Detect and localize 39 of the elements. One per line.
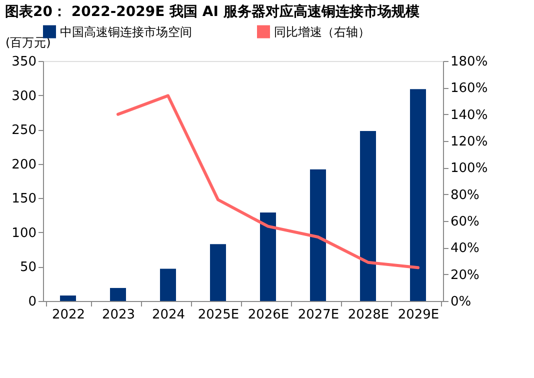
bar [310, 169, 326, 301]
x-tick-label: 2024 [152, 308, 186, 322]
y-axis-title: (百万元) [6, 36, 51, 50]
y2-tick-label: 80% [450, 188, 480, 203]
chart-title: 图表20： 2022-2029E 我国 AI 服务器对应高速铜连接市场规模 [5, 3, 420, 20]
y2-tick-label: 160% [450, 81, 488, 96]
y2-tick-label: 140% [450, 108, 488, 123]
legend-label: 同比增速（右轴） [274, 24, 370, 39]
x-tick-label: 2025E [198, 308, 240, 322]
y2-tick-label: 100% [450, 161, 488, 176]
bar [410, 89, 426, 301]
y-tick-label: 100 [12, 226, 36, 241]
y-tick-label: 0 [28, 294, 36, 310]
legend-label: 中国高速铜连接市场空间 [60, 24, 192, 39]
y-tick-label: 150 [12, 192, 36, 207]
bar [160, 268, 176, 301]
bar [60, 296, 76, 301]
bar [360, 130, 376, 301]
y-tick-label: 200 [12, 157, 36, 172]
y2-tick-label: 60% [450, 214, 480, 230]
y-tick-label: 50 [20, 260, 36, 276]
x-tick-label: 2026E [248, 308, 290, 322]
y2-tick-label: 20% [450, 268, 480, 283]
y-tick-label: 350 [12, 54, 36, 70]
y2-tick-label: 120% [450, 134, 488, 150]
x-tick-label: 2029E [398, 308, 440, 322]
bar [210, 244, 226, 301]
bar [110, 288, 126, 301]
x-tick-label: 2022 [52, 308, 86, 322]
x-tick-label: 2028E [348, 308, 390, 322]
x-tick-label: 2027E [298, 308, 340, 322]
y2-tick-label: 40% [450, 241, 480, 256]
y2-tick-label: 0% [450, 294, 472, 310]
bar [260, 212, 276, 301]
y-tick-label: 300 [12, 88, 36, 104]
x-tick-label: 2023 [102, 308, 136, 322]
y2-tick-label: 180% [450, 54, 488, 70]
line-series [116, 94, 420, 270]
y-tick-label: 250 [12, 123, 36, 138]
